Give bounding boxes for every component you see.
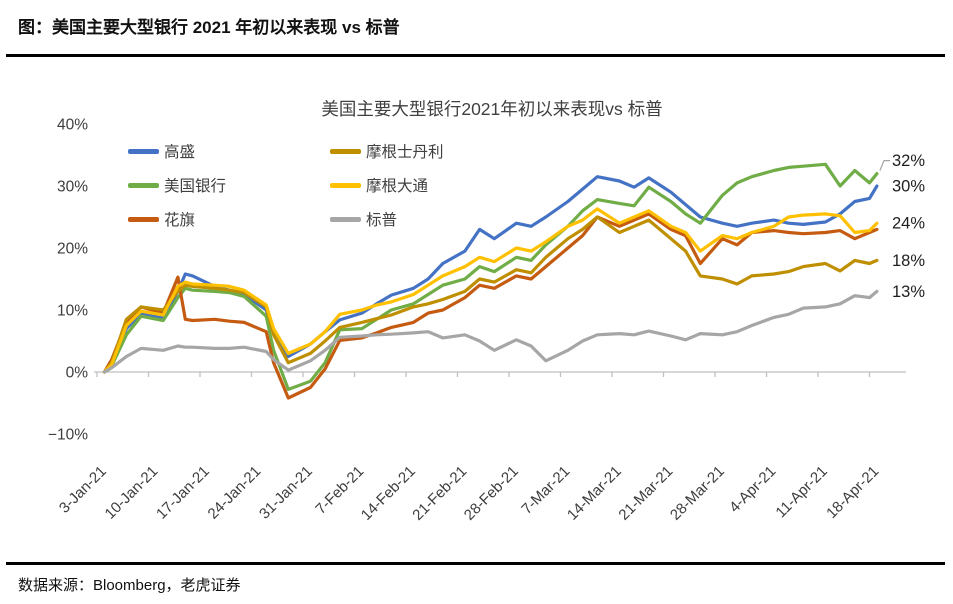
legend-line-bank-of-america <box>128 182 159 188</box>
x-axis-label: 3-Jan-21 <box>56 463 110 517</box>
chart-title: 美国主要大型银行2021年初以来表现vs 标普 <box>321 99 663 119</box>
legend-label-jpmorgan: 摩根大通 <box>366 178 429 195</box>
y-axis-label: 40% <box>57 117 88 134</box>
legend-line-jpmorgan <box>330 182 361 188</box>
x-axis-label: 28-Feb-21 <box>461 463 522 524</box>
legend-label-sp500: 标普 <box>366 212 398 229</box>
legend-label-citi: 花旗 <box>164 212 196 229</box>
x-axis-label: 11-Apr-21 <box>772 463 830 521</box>
top-divider <box>6 54 945 57</box>
performance-line-chart: 40% 30% 20% 10% 0% −10% 3-Jan-2110-Jan-2117-Ja… <box>48 117 925 524</box>
y-axis-label: 0% <box>66 365 89 382</box>
legend-line-goldman-sachs <box>128 148 159 154</box>
x-axis-label: 14-Mar-21 <box>564 463 625 524</box>
x-axis-label: 10-Jan-21 <box>102 463 162 523</box>
series-line-摩根大通 <box>102 207 879 374</box>
series-end-label: 32% <box>892 152 925 170</box>
series-end-label: 30% <box>892 178 925 196</box>
data-source: 数据来源：Bloomberg，老虎证券 <box>18 577 241 594</box>
y-axis-label: 30% <box>57 179 88 196</box>
legend-line-sp500 <box>330 216 361 222</box>
legend-label-bank-of-america: 美国银行 <box>164 178 227 195</box>
y-axis-label: 10% <box>57 303 88 320</box>
y-axis-label: 20% <box>57 241 88 258</box>
series-line-标普 <box>102 289 879 374</box>
page-title: 图：美国主要大型银行 2021 年初以来表现 vs 标普 <box>18 18 400 37</box>
legend-item-citi: 花旗 <box>128 209 195 229</box>
legend-item-jpmorgan: 摩根大通 <box>330 175 428 195</box>
x-axis-label: 14-Feb-21 <box>358 463 419 524</box>
x-axis-label: 18-Apr-21 <box>823 463 882 522</box>
legend-item-sp500: 标普 <box>330 209 397 229</box>
legend-line-morgan-stanley <box>330 148 361 154</box>
series-end-label: 13% <box>892 283 925 301</box>
end-label-leader <box>879 159 890 171</box>
series-line-美国银行 <box>102 162 879 391</box>
legend-label-goldman-sachs: 高盛 <box>164 144 196 161</box>
series-end-label: 24% <box>892 215 925 233</box>
legend-item-goldman-sachs: 高盛 <box>128 141 195 161</box>
bottom-divider <box>6 562 945 565</box>
x-axis-label: 4-Apr-21 <box>726 463 779 516</box>
series-line-摩根士丹利 <box>102 215 879 374</box>
legend-item-morgan-stanley: 摩根士丹利 <box>330 141 444 161</box>
x-axis-label: 31-Jan-21 <box>256 463 316 523</box>
series-line-花旗 <box>102 212 879 400</box>
x-axis-label: 28-Mar-21 <box>667 463 728 524</box>
x-axis-label: 21-Mar-21 <box>615 463 676 524</box>
legend-label-morgan-stanley: 摩根士丹利 <box>366 144 444 161</box>
legend-item-bank-of-america: 美国银行 <box>128 175 226 195</box>
x-axis-label: 21-Feb-21 <box>409 463 470 524</box>
y-axis-label: −10% <box>48 427 88 444</box>
legend-line-citi <box>128 216 159 222</box>
series-end-label: 18% <box>892 252 925 270</box>
x-axis-label: 24-Jan-21 <box>205 463 265 523</box>
x-axis-label: 17-Jan-21 <box>153 463 213 523</box>
